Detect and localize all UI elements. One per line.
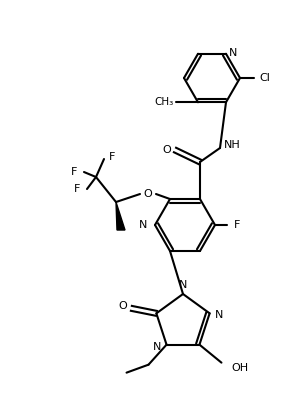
Text: O: O — [118, 301, 127, 312]
Text: N: N — [214, 310, 223, 320]
Text: Cl: Cl — [260, 73, 271, 83]
Text: NH: NH — [223, 140, 240, 150]
Polygon shape — [116, 202, 125, 230]
Text: OH: OH — [231, 363, 248, 373]
Text: O: O — [144, 189, 152, 199]
Text: N: N — [153, 342, 162, 352]
Text: F: F — [234, 220, 240, 230]
Text: F: F — [71, 167, 77, 177]
Text: CH₃: CH₃ — [155, 97, 174, 107]
Text: N: N — [229, 48, 237, 58]
Text: N: N — [139, 220, 147, 230]
Text: N: N — [179, 280, 187, 290]
Text: O: O — [163, 145, 171, 155]
Text: F: F — [74, 184, 80, 194]
Text: F: F — [109, 152, 115, 162]
